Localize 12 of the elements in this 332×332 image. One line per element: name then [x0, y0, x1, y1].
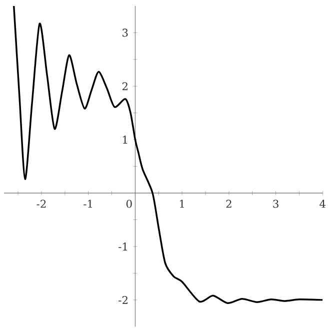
x-tick-label: 2: [226, 200, 232, 208]
y-tick-label: -2: [118, 296, 128, 304]
y-tick-label: -1: [118, 242, 127, 250]
y-tick-label: 1: [123, 136, 127, 144]
x-tick-label: 1: [180, 200, 184, 208]
x-tick-label: -2: [36, 200, 46, 208]
x-tick-label: 4: [320, 200, 326, 208]
x-tick-label: 3: [273, 200, 278, 208]
y-tick-label: 3: [122, 28, 128, 37]
x-tick-label: -1: [84, 200, 92, 208]
y-tick-label: 2: [122, 82, 128, 90]
x-tick-label: 0: [126, 200, 132, 208]
